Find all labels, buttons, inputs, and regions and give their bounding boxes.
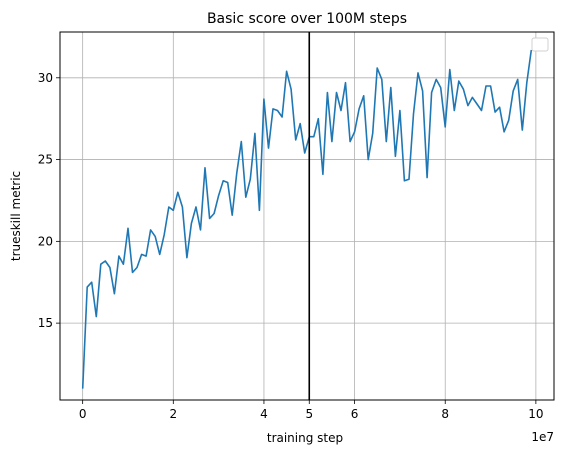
x-axis-offset-label: 1e7	[531, 430, 554, 444]
y-tick-label: 30	[38, 71, 53, 85]
y-tick-label: 15	[38, 316, 53, 330]
series-layer	[83, 32, 532, 400]
y-tick-label: 20	[38, 234, 53, 248]
grid	[60, 32, 554, 400]
x-tick-label: 4	[260, 407, 268, 421]
x-tick-label: 10	[528, 407, 543, 421]
x-tick-label: 5	[305, 407, 313, 421]
legend-box	[532, 38, 548, 51]
y-tick-label: 25	[38, 153, 53, 167]
x-axis-label: training step	[267, 431, 343, 445]
x-tick-label: 0	[79, 407, 87, 421]
x-tick-label: 2	[169, 407, 177, 421]
ticks: 0 2 4 5 6 8 10 15 20 25 30	[38, 71, 544, 421]
chart-title: Basic score over 100M steps	[207, 11, 407, 27]
plot-frame	[60, 32, 554, 400]
series-line	[83, 50, 532, 389]
y-axis-label: trueskill metric	[9, 171, 23, 261]
x-tick-label: 6	[351, 407, 359, 421]
x-tick-label: 8	[441, 407, 449, 421]
